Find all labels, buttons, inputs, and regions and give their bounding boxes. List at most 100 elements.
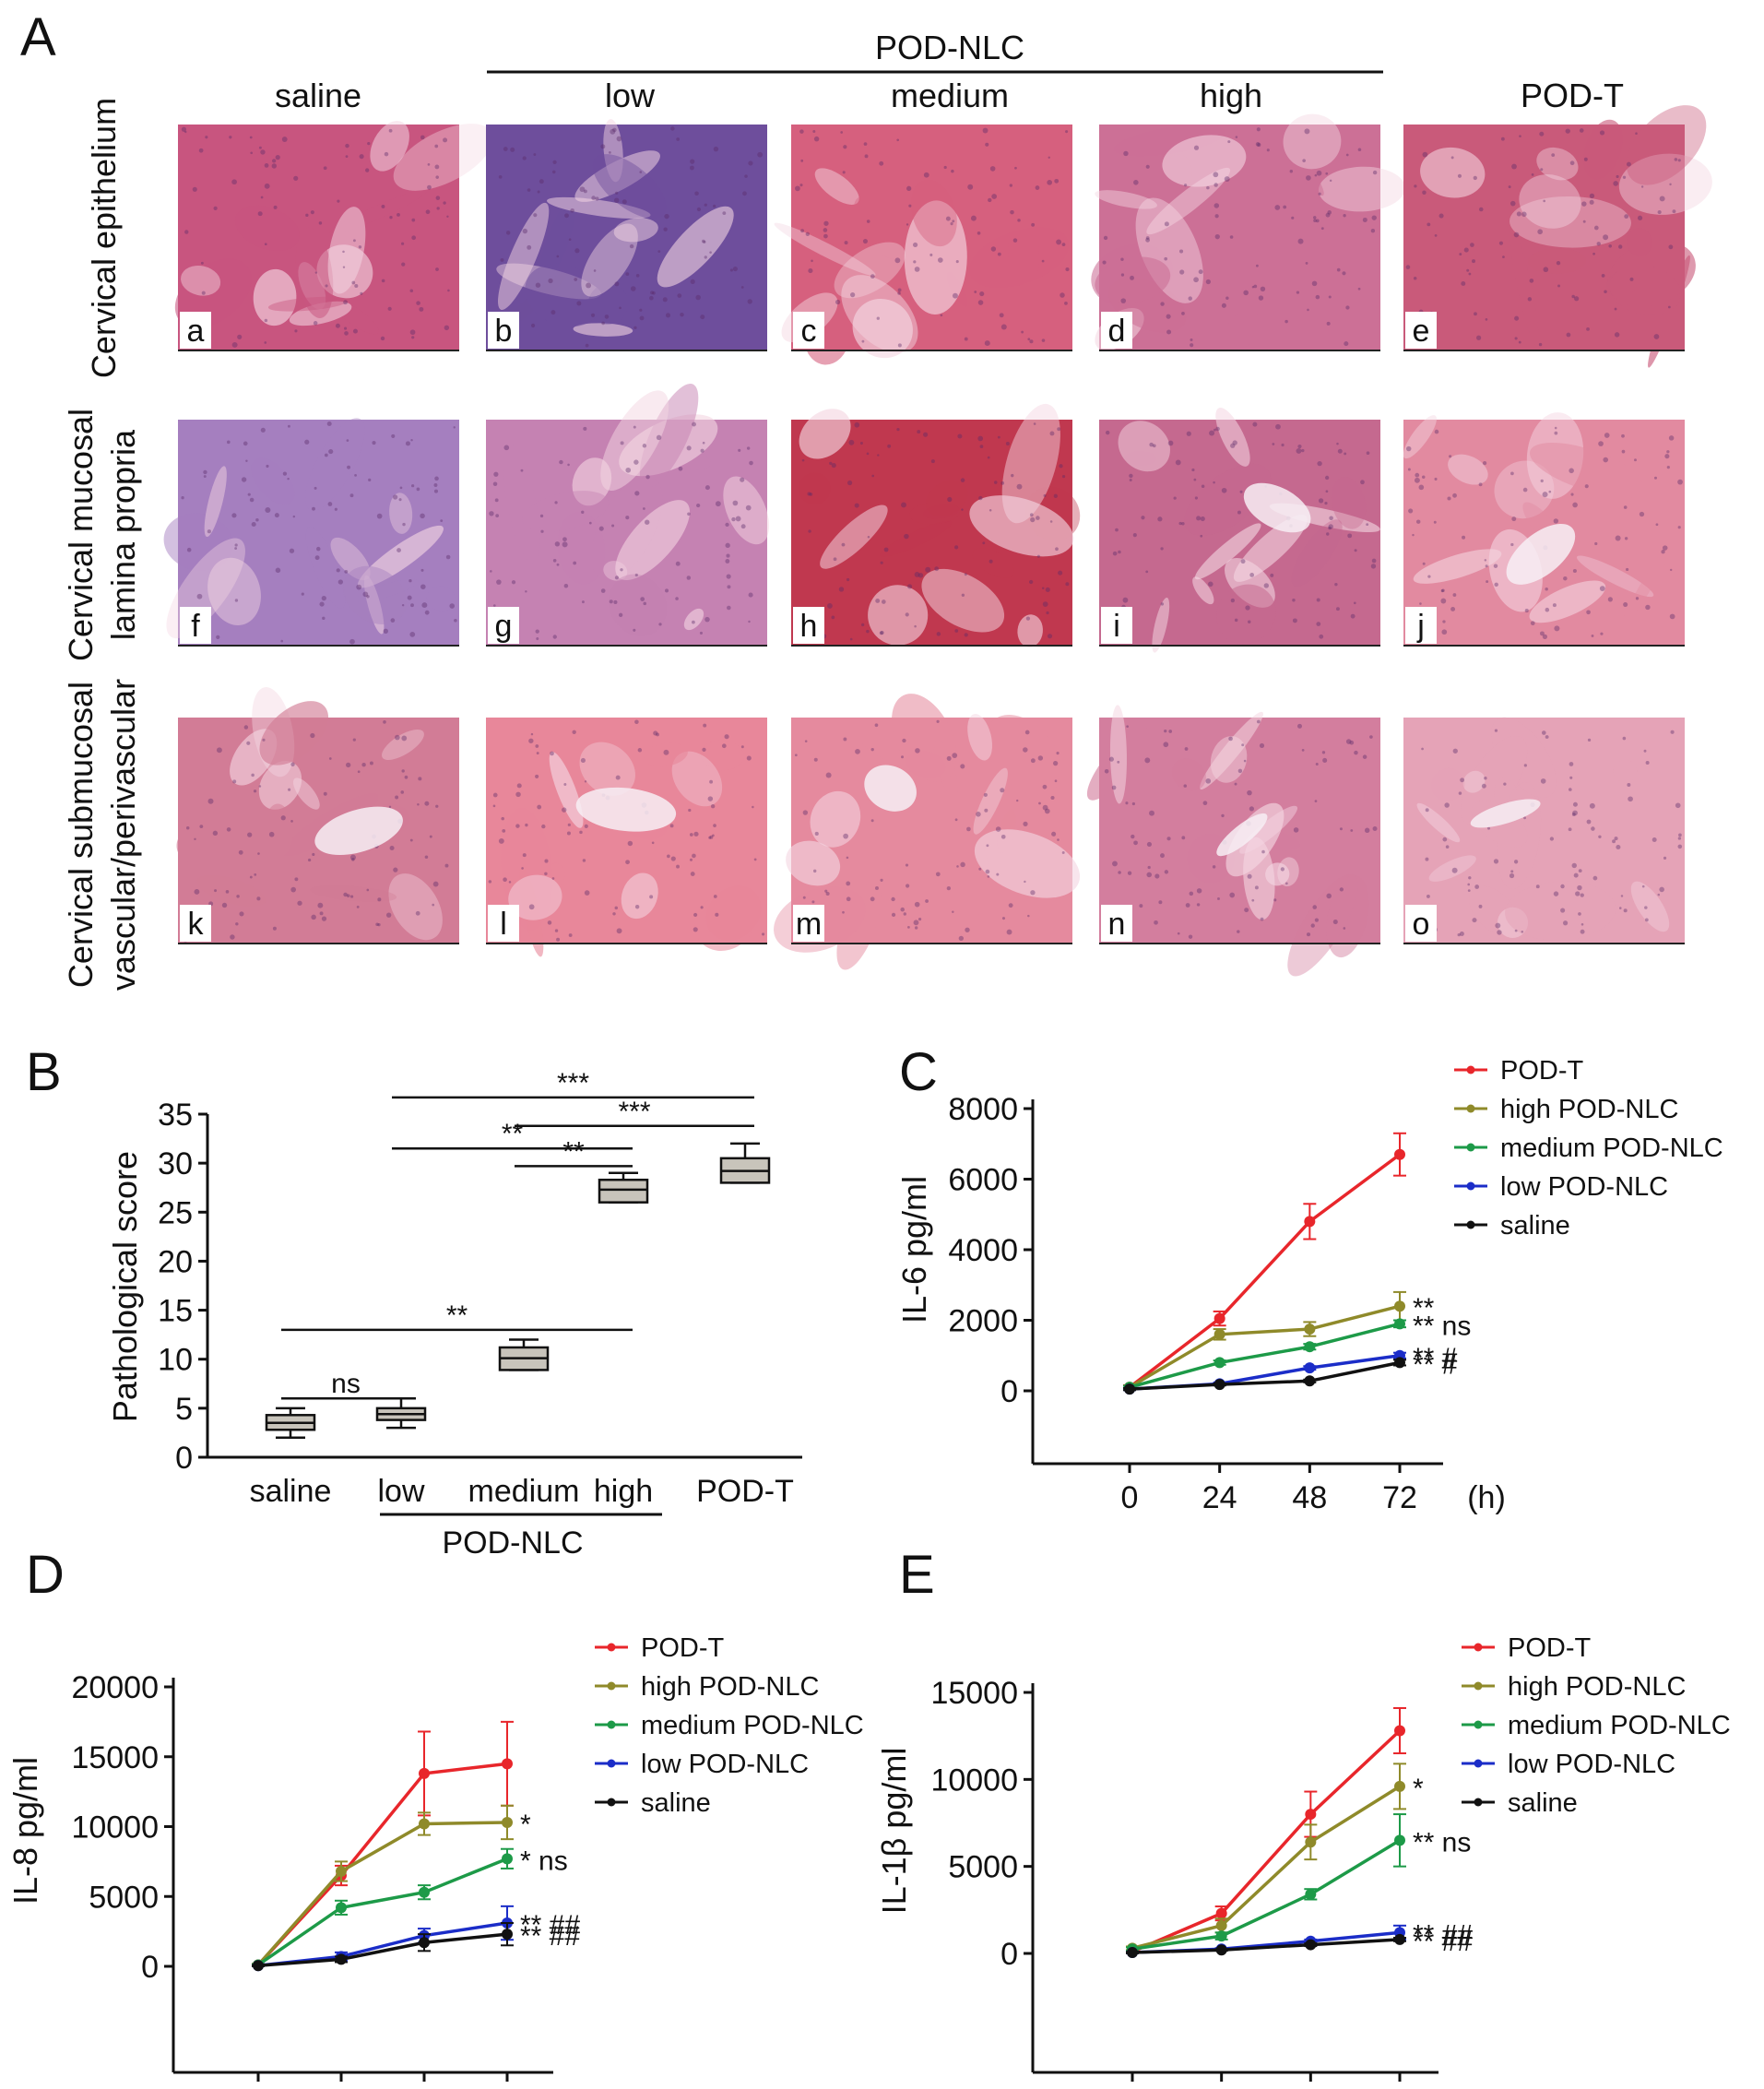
nucleus-dot — [342, 250, 345, 254]
nucleus-dot — [634, 719, 639, 725]
nucleus-dot — [399, 486, 403, 490]
nucleus-dot — [490, 570, 492, 573]
nucleus-dot — [1470, 243, 1474, 247]
tissue-texture — [522, 491, 610, 532]
nucleus-dot — [808, 529, 811, 533]
nucleus-dot — [708, 836, 712, 839]
nucleus-dot — [702, 747, 706, 753]
nucleus-dot — [811, 259, 813, 263]
nucleus-dot — [443, 201, 446, 205]
comparison-label: ** — [502, 1119, 524, 1149]
nucleus-dot — [802, 896, 806, 899]
nucleus-dot — [556, 255, 560, 258]
nucleus-dot — [835, 299, 841, 305]
nucleus-dot — [290, 762, 295, 766]
nucleus-dot — [1548, 490, 1552, 493]
data-point-72h — [1393, 1357, 1406, 1369]
nucleus-dot — [1342, 271, 1346, 276]
nucleus-dot — [844, 241, 848, 245]
nucleus-dot — [883, 547, 889, 552]
nucleus-dot — [752, 805, 754, 809]
tissue-texture — [1239, 805, 1298, 854]
nucleus-dot — [914, 926, 918, 930]
nucleus-dot — [1662, 545, 1668, 551]
nucleus-dot — [1494, 729, 1498, 732]
nucleus-dot — [421, 602, 428, 609]
marker — [1305, 1888, 1317, 1900]
nucleus-dot — [634, 573, 638, 577]
nucleus-dot — [1185, 903, 1190, 908]
nucleus-dot — [226, 440, 231, 445]
nucleus-dot — [1474, 884, 1480, 889]
nucleus-dot — [308, 858, 312, 862]
nucleus-dot — [1127, 871, 1132, 875]
tissue-texture — [207, 557, 261, 626]
tissue-texture — [1509, 228, 1539, 346]
nucleus-dot — [432, 903, 435, 907]
nucleus-dot — [1181, 312, 1185, 315]
marker — [336, 1953, 347, 1965]
nucleus-dot — [1061, 475, 1066, 479]
nucleus-dot — [1166, 329, 1172, 335]
nucleus-dot — [1450, 156, 1454, 160]
nucleus-dot — [551, 170, 556, 174]
nucleus-dot — [862, 238, 869, 244]
nucleus-dot — [1055, 547, 1059, 552]
nucleus-dot — [502, 828, 506, 833]
nucleus-dot — [1463, 247, 1469, 253]
nucleus-dot — [866, 629, 870, 634]
nucleus-dot — [614, 281, 620, 287]
nucleus-dot — [1209, 430, 1215, 436]
data-point-48h — [1303, 1341, 1317, 1353]
nucleus-dot — [454, 618, 457, 623]
nucleus-dot — [849, 637, 853, 641]
nucleus-dot — [556, 563, 560, 566]
nucleus-dot — [494, 498, 499, 503]
nucleus-dot — [748, 620, 751, 623]
series-line — [1131, 1838, 1401, 1952]
nucleus-dot — [713, 204, 716, 208]
nucleus-dot — [1324, 475, 1330, 481]
nucleus-dot — [866, 452, 870, 456]
nucleus-dot — [420, 135, 425, 140]
nucleus-dot — [977, 300, 984, 305]
nucleus-dot — [703, 240, 706, 243]
nucleus-dot — [633, 459, 639, 465]
nucleus-dot — [342, 266, 346, 268]
nucleus-dot — [527, 244, 532, 250]
nucleus-dot — [290, 819, 293, 823]
tissue-texture — [1017, 614, 1043, 647]
nucleus-dot — [1592, 875, 1598, 881]
nucleus-dot — [1021, 330, 1024, 334]
nucleus-dot — [381, 279, 385, 283]
nucleus-dot — [201, 291, 206, 295]
nucleus-dot — [586, 282, 592, 289]
nucleus-dot — [580, 757, 586, 764]
nucleus-dot — [1293, 827, 1299, 833]
nucleus-dot — [424, 610, 430, 615]
nucleus-dot — [952, 910, 954, 914]
nucleus-dot — [735, 516, 741, 522]
nucleus-dot — [1329, 516, 1333, 521]
nucleus-dot — [690, 159, 695, 164]
nucleus-dot — [625, 272, 630, 276]
nucleus-dot — [1243, 759, 1247, 763]
nucleus-dot — [1641, 884, 1645, 888]
nucleus-dot — [956, 865, 959, 868]
marker — [1304, 1216, 1316, 1228]
nucleus-dot — [289, 548, 295, 553]
y-tick-label-5000: 5000 — [89, 1880, 159, 1915]
nucleus-dot — [633, 425, 636, 429]
nucleus-dot — [823, 220, 829, 226]
nucleus-dot — [235, 922, 239, 926]
nucleus-dot — [960, 861, 965, 868]
nucleus-dot — [675, 561, 681, 566]
nucleus-dot — [1457, 932, 1461, 937]
nucleus-dot — [1472, 918, 1477, 923]
nucleus-dot — [936, 719, 940, 723]
nucleus-dot — [1235, 136, 1238, 138]
nucleus-dot — [1229, 892, 1236, 898]
nucleus-dot — [1167, 440, 1174, 446]
nucleus-dot — [1102, 260, 1107, 265]
nucleus-dot — [585, 343, 589, 348]
